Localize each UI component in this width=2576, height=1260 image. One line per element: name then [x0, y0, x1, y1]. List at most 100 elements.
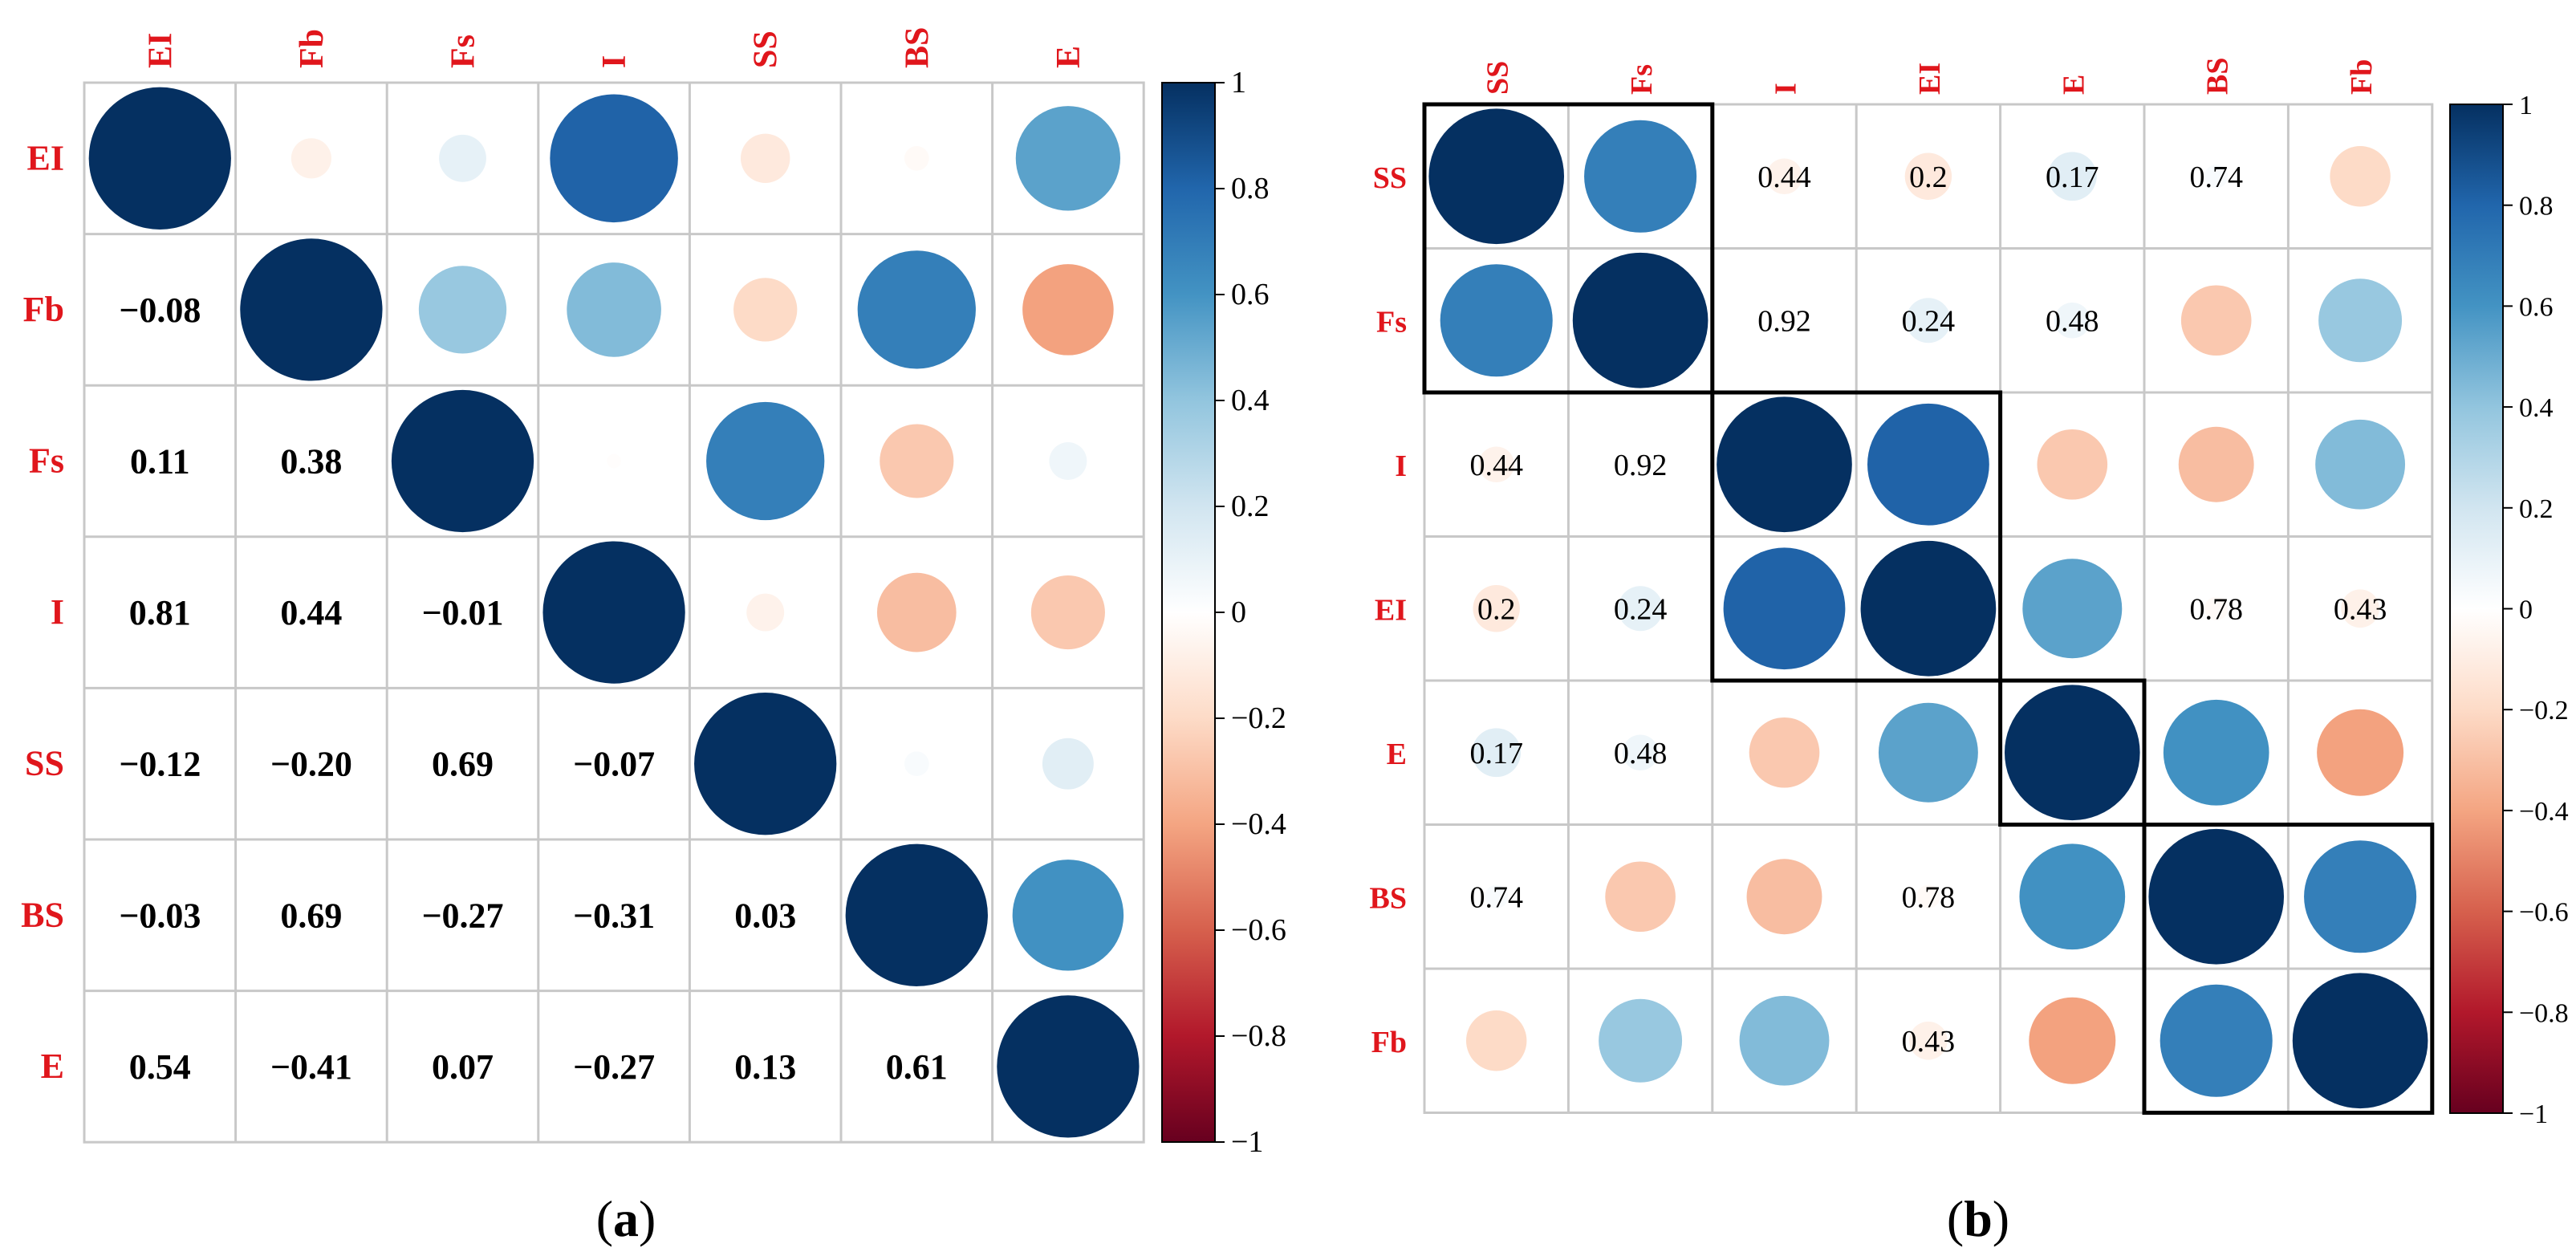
- cell-e-bs-circle: [2163, 699, 2269, 806]
- row-label-e: E: [1387, 738, 1407, 771]
- cell-ei-e-circle: [1015, 106, 1121, 211]
- cell-ss-bs-circle: [904, 751, 929, 777]
- colorbar-tick-label: −1: [2519, 1099, 2548, 1129]
- cell-fs-ei-value: 0.11: [130, 442, 190, 482]
- cell-fs-fb-value: 0.38: [280, 442, 342, 482]
- cell-fs-i-circle: [1778, 313, 1791, 327]
- cell-ss-fb-circle: [2330, 146, 2391, 207]
- cell-fs-e-value: 0.48: [2046, 304, 2099, 338]
- cell-bs-fs-circle: [1605, 861, 1676, 933]
- cell-e-e-circle: [997, 995, 1140, 1138]
- cell-i-ei-circle: [1867, 403, 1989, 526]
- cell-ei-fb-circle: [291, 138, 331, 179]
- cell-bs-ss-value: 0.03: [734, 896, 796, 935]
- cell-fb-ss-circle: [1465, 1010, 1527, 1071]
- cell-ei-ei-circle: [1860, 540, 1997, 677]
- column-label-ss: SS: [1481, 61, 1515, 95]
- cell-e-fs-circle: [1622, 734, 1659, 771]
- cell-i-ss-value: 0.44: [1469, 449, 1523, 482]
- cell-ei-fb-value: 0.43: [2334, 592, 2387, 626]
- cell-ss-i-value: −0.07: [573, 745, 655, 784]
- cell-fs-ss-circle: [1440, 264, 1553, 377]
- panel-label-open-paren: (: [596, 1190, 613, 1247]
- row-label-e: E: [41, 1047, 64, 1086]
- cell-fs-fs-circle: [391, 389, 534, 533]
- colorbar-tick-label: 0.2: [2519, 494, 2554, 524]
- cell-fb-fs-circle: [1599, 998, 1683, 1083]
- panel-label-letter: a: [613, 1190, 639, 1247]
- cell-ei-ss-circle: [1473, 585, 1520, 632]
- cell-bs-i-circle: [1746, 859, 1822, 935]
- cell-e-i-value: −0.27: [573, 1047, 655, 1087]
- cell-fb-fb-circle: [240, 238, 383, 381]
- cell-fs-i-circle: [607, 453, 621, 469]
- cell-i-ei-value: 0.81: [129, 593, 191, 632]
- column-label-bs: BS: [899, 27, 936, 68]
- cell-fs-ss-circle: [706, 401, 825, 521]
- cell-ei-fs-circle: [1618, 586, 1664, 632]
- colorbar-tick-label: 1: [1231, 66, 1246, 100]
- cell-ss-i-value: 0.44: [1757, 161, 1811, 194]
- column-label-i: I: [596, 55, 633, 68]
- colorbar-tick-label: −1: [1231, 1125, 1263, 1159]
- panel-label-close-paren: ): [639, 1190, 656, 1247]
- colorbar-tick-label: 0.4: [2519, 393, 2554, 423]
- cell-fb-e-circle: [1022, 264, 1114, 356]
- cell-fs-e-circle: [2054, 302, 2090, 339]
- cell-bs-bs-circle: [845, 843, 988, 986]
- column-label-fb: Fb: [2345, 59, 2379, 95]
- cell-ei-ss-value: 0.2: [1477, 592, 1516, 626]
- row-label-fb: Fb: [1371, 1026, 1407, 1059]
- colorbar-tick-label: −0.2: [2519, 696, 2569, 726]
- cell-e-ss-value: 0.13: [734, 1047, 796, 1087]
- cell-fb-bs-circle: [857, 250, 976, 369]
- cell-ei-fs-circle: [439, 134, 486, 182]
- panel-label-open-paren: (: [1947, 1190, 1964, 1247]
- cell-i-fs-circle: [1633, 457, 1648, 472]
- plot-border: [1423, 103, 2434, 1114]
- cell-i-bs-circle: [2178, 426, 2254, 502]
- colorbar-tick-label: 0.8: [1231, 172, 1270, 205]
- cell-bs-ei-circle: [1916, 884, 1940, 908]
- cell-bs-bs-circle: [2148, 828, 2285, 965]
- cell-e-fs-value: 0.48: [1614, 737, 1668, 770]
- cell-ei-ss-circle: [740, 133, 790, 184]
- cell-bs-e-circle: [2019, 843, 2126, 950]
- colorbar-tick-label: 0.6: [1231, 278, 1270, 311]
- cluster-box-1: [1422, 102, 1715, 395]
- cell-ss-i-circle: [1766, 158, 1802, 195]
- cell-ei-bs-circle: [2204, 596, 2229, 620]
- cell-i-i-circle: [1717, 396, 1852, 533]
- row-label-bs: BS: [21, 895, 64, 934]
- cell-fb-e-circle: [2029, 997, 2116, 1084]
- cell-fs-i-value: 0.92: [1757, 304, 1811, 338]
- colorbar-tick-label: 0.2: [1231, 490, 1270, 523]
- cell-fb-i-circle: [567, 262, 661, 357]
- row-label-i: I: [51, 592, 64, 632]
- colorbar-tick-label: −0.6: [1231, 913, 1286, 947]
- cell-bs-fb-value: 0.69: [280, 896, 342, 935]
- row-label-fs: Fs: [1376, 305, 1407, 339]
- cell-ei-bs-circle: [904, 145, 929, 171]
- cell-ss-e-circle: [2047, 152, 2097, 201]
- cell-i-bs-circle: [876, 572, 957, 652]
- cell-i-fb-value: 0.44: [280, 593, 342, 632]
- cell-bs-e-circle: [1012, 860, 1124, 971]
- cell-e-ei-circle: [1878, 702, 1978, 803]
- cell-ei-ei-circle: [88, 87, 231, 230]
- cell-fb-fb-circle: [2292, 973, 2428, 1109]
- cell-e-fs-value: 0.07: [432, 1047, 494, 1087]
- row-label-ei: EI: [27, 138, 64, 177]
- plot-border: [83, 81, 1145, 1144]
- cell-i-e-circle: [2037, 429, 2108, 500]
- row-label-fs: Fs: [29, 441, 64, 481]
- colorbar-tick-label: −0.8: [2519, 998, 2569, 1028]
- column-label-fb: Fb: [294, 29, 331, 68]
- row-label-fb: Fb: [23, 290, 64, 329]
- cell-i-e-circle: [1030, 575, 1105, 650]
- cell-e-fb-circle: [2317, 709, 2404, 796]
- cell-fs-bs-circle: [2180, 285, 2252, 356]
- cell-ss-ei-value: −0.12: [119, 745, 201, 784]
- panel-label-close-paren: ): [1993, 1190, 2009, 1247]
- colorbar-tick-label: −0.4: [1231, 807, 1286, 841]
